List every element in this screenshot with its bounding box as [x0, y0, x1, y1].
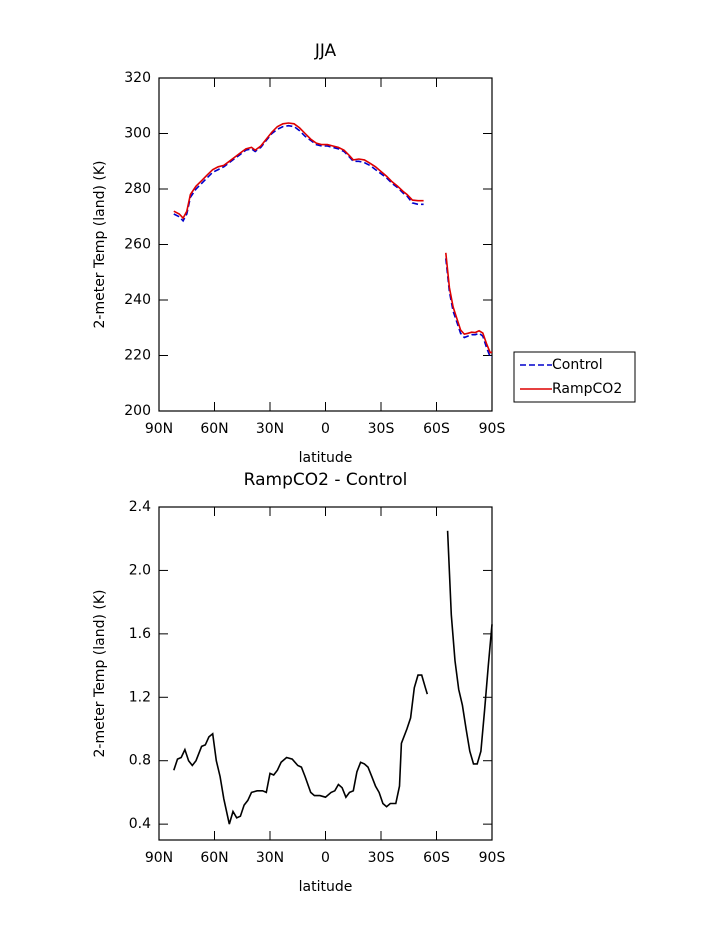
y-tick-label: 1.6 [129, 626, 151, 642]
data-line [173, 124, 492, 358]
x-axis-label: latitude [299, 450, 353, 466]
chart-title: RampCO2 - Control [244, 470, 408, 490]
x-tick-label: 60N [200, 850, 228, 866]
x-tick-label: 30N [256, 421, 284, 437]
x-tick-label: 30N [256, 850, 284, 866]
legend-box [513, 351, 636, 403]
data-line [173, 530, 493, 825]
x-tick-label: 90N [145, 850, 173, 866]
x-tick-label: 0 [321, 421, 330, 437]
x-tick-label: 60S [423, 850, 450, 866]
y-tick-label: 2.0 [129, 562, 151, 578]
y-tick-label: 0.4 [129, 816, 151, 832]
plot-frame [158, 77, 493, 412]
y-tick-label: 280 [124, 181, 151, 197]
y-tick-label: 200 [124, 403, 151, 419]
y-tick-label: 220 [124, 348, 151, 364]
plot-frame [158, 506, 493, 841]
y-tick-label: 0.8 [129, 753, 151, 769]
x-tick-label: 30S [368, 850, 395, 866]
y-tick-label: 320 [124, 70, 151, 86]
x-tick-label: 90S [479, 850, 506, 866]
x-tick-label: 90S [479, 421, 506, 437]
y-tick-label: 260 [124, 237, 151, 253]
y-tick-label: 2.4 [129, 499, 151, 515]
y-tick-label: 300 [124, 126, 151, 142]
y-axis-label: 2-meter Temp (land) (K) [92, 161, 108, 329]
x-axis-label: latitude [299, 879, 353, 895]
x-tick-label: 60N [200, 421, 228, 437]
chart-title: JJA [314, 41, 337, 61]
x-tick-label: 90N [145, 421, 173, 437]
x-tick-label: 0 [321, 850, 330, 866]
y-tick-label: 240 [124, 292, 151, 308]
data-line [173, 122, 493, 354]
y-tick-label: 1.2 [129, 689, 151, 705]
chart: JJA latitude 2-meter Temp (land) (K) 90N 60N… [92, 41, 636, 466]
x-tick-label: 60S [423, 421, 450, 437]
x-tick-label: 30S [368, 421, 395, 437]
legend-label: Control [552, 357, 603, 373]
legend-label: RampCO2 [552, 381, 622, 397]
chart: RampCO2 - Control latitude 2-meter Temp (l… [92, 470, 505, 895]
y-axis-label: 2-meter Temp (land) (K) [92, 590, 108, 758]
